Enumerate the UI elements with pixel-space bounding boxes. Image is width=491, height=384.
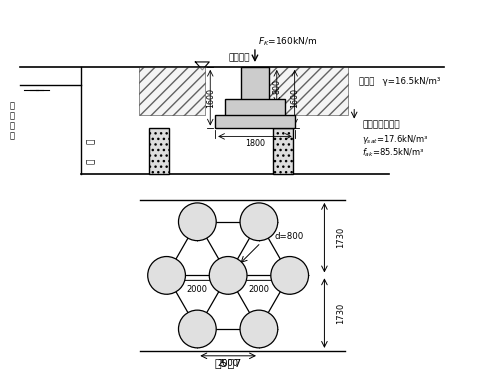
Text: 淤泥质粉质黏土: 淤泥质粉质黏土 — [362, 120, 400, 129]
Text: 设计地面: 设计地面 — [228, 53, 249, 63]
Bar — [215, 114, 295, 129]
Text: 2000: 2000 — [187, 285, 208, 294]
Bar — [273, 129, 293, 174]
Text: 800: 800 — [273, 79, 281, 94]
Text: 1730: 1730 — [336, 227, 345, 248]
Text: 杂填土   γ=16.5kN/m³: 杂填土 γ=16.5kN/m³ — [359, 77, 440, 86]
Text: 1800: 1800 — [245, 139, 265, 148]
Bar — [139, 67, 205, 114]
Text: 图5－7: 图5－7 — [215, 358, 242, 368]
Text: 地: 地 — [9, 101, 14, 110]
Text: $\gamma_{sat}$=17.6kN/m³: $\gamma_{sat}$=17.6kN/m³ — [362, 133, 429, 146]
Text: 水: 水 — [9, 121, 14, 130]
Circle shape — [209, 257, 247, 294]
Circle shape — [179, 310, 216, 348]
Circle shape — [240, 310, 278, 348]
Text: $F_K$=160kN/m: $F_K$=160kN/m — [258, 36, 317, 48]
Circle shape — [271, 257, 308, 294]
Bar — [149, 129, 168, 174]
Circle shape — [179, 203, 216, 241]
Circle shape — [240, 203, 278, 241]
Text: 1730: 1730 — [336, 303, 345, 324]
Text: $f_{ak}$=85.5kN/m³: $f_{ak}$=85.5kN/m³ — [362, 146, 425, 159]
Bar — [241, 67, 269, 107]
Circle shape — [148, 257, 186, 294]
Text: 1600: 1600 — [290, 88, 299, 108]
Text: 1600: 1600 — [206, 88, 215, 108]
Text: 位: 位 — [9, 131, 14, 140]
Text: 径: 径 — [86, 159, 96, 164]
Bar — [269, 67, 348, 114]
Text: 桩: 桩 — [86, 139, 96, 144]
Text: 下: 下 — [9, 111, 14, 120]
Text: d=800: d=800 — [275, 232, 304, 241]
Bar — [225, 99, 285, 119]
Text: 2000: 2000 — [218, 359, 239, 368]
Text: 2000: 2000 — [248, 285, 270, 294]
